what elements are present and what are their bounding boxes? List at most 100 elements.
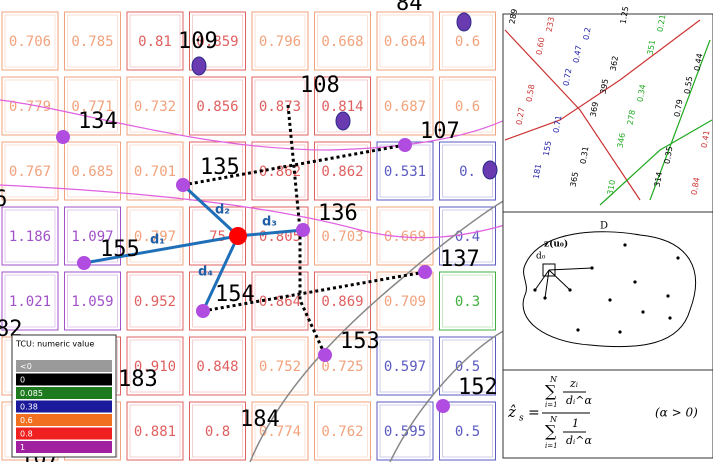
legend-label: 0.8 <box>20 430 33 439</box>
cell-value: 1.186 <box>9 229 51 245</box>
cell-value: 0.6 <box>455 99 480 115</box>
legend-title: TCU: numeric value <box>15 340 94 349</box>
sample-point <box>641 310 644 313</box>
cell-value: 0.597 <box>384 359 426 375</box>
station-label: 136 <box>318 201 358 226</box>
distance-label: d₄ <box>198 265 213 280</box>
cell-value: 0.3 <box>455 294 480 310</box>
cell-value: 0.709 <box>384 294 426 310</box>
sum-symbol: ∑ <box>545 422 557 441</box>
cell-value: 1.059 <box>71 294 113 310</box>
cell-value: 0.701 <box>134 164 176 180</box>
station-dot <box>192 57 206 75</box>
cell-value: 0.873 <box>259 99 301 115</box>
cell-value: 0.664 <box>384 34 426 50</box>
cell-value: 0.796 <box>259 34 301 50</box>
distance-label: d₁ <box>150 233 165 248</box>
cell-value: 0.952 <box>134 294 176 310</box>
legend-label: 0 <box>20 376 25 385</box>
denominator: dᵢ^α <box>566 394 592 407</box>
figure: 0.7060.7850.810.8590.7960.6680.6640.60.7… <box>0 0 713 462</box>
station-dot <box>436 399 450 413</box>
sample-point <box>666 294 669 297</box>
cell-value: 0.767 <box>9 164 51 180</box>
unit-numerator: 1 <box>572 417 579 430</box>
station-dot <box>176 178 190 192</box>
station-dot <box>418 265 432 279</box>
cell-value: 0.531 <box>384 164 426 180</box>
station-dot <box>296 223 310 237</box>
station-dot <box>457 13 471 31</box>
cell-value: 0.706 <box>9 34 51 50</box>
cell-value: 0.762 <box>321 424 363 440</box>
cell-value: 0.779 <box>9 99 51 115</box>
distance-label: d₀ <box>536 252 546 262</box>
station-label: 108 <box>300 73 340 98</box>
cell-value: 75 <box>209 229 226 245</box>
cell-value: 0. <box>459 164 476 180</box>
cell-value: 0.881 <box>134 424 176 440</box>
sample-point <box>568 288 571 291</box>
station-label: 107 <box>420 119 460 144</box>
sample-point <box>668 316 671 319</box>
station-label: 109 <box>178 29 218 54</box>
sample-point <box>576 328 579 331</box>
distance-label: d₃ <box>262 215 277 230</box>
station-dot <box>196 304 210 318</box>
legend-label: <0 <box>20 362 32 371</box>
cell-value: 0.703 <box>321 229 363 245</box>
sample-point <box>623 243 626 246</box>
station-dot <box>483 161 497 179</box>
legend: TCU: numeric value <0 0 0.085 0.38 0.6 0.8 1 <box>12 335 116 457</box>
station-label: 134 <box>78 109 118 134</box>
cell-value: 0.848 <box>196 359 238 375</box>
inset-map: 2892330.21.250.210.440.600.473623510.550… <box>503 6 713 212</box>
station-label: 137 <box>440 247 480 272</box>
cell-value: 0.862 <box>321 164 363 180</box>
cell-value: 0.668 <box>321 34 363 50</box>
station-label: 152 <box>458 375 498 400</box>
formula: ẑ s = N ∑ i=1 zᵢ dᵢ^α N ∑ i=1 1 dᵢ^α (α … <box>503 370 713 458</box>
sample-point <box>533 288 536 291</box>
sample-point <box>676 256 679 259</box>
cell-value: 0.785 <box>71 34 113 50</box>
cell-value: 0.5 <box>455 424 480 440</box>
formula-equals: = <box>528 405 540 421</box>
station-dot <box>56 130 70 144</box>
sample-point <box>633 280 636 283</box>
cell-value: 0.595 <box>384 424 426 440</box>
station-label: 154 <box>215 282 255 307</box>
target-point <box>229 227 247 245</box>
cell-value: 0.752 <box>259 359 301 375</box>
station-label: 6 <box>0 187 7 212</box>
station-label: 184 <box>240 407 280 432</box>
cell-value: 0.81 <box>138 34 172 50</box>
formula-lhs-sub: s <box>519 414 524 424</box>
station-label: 84 <box>396 0 423 16</box>
cell-value: 0.8 <box>205 424 230 440</box>
station-dot <box>318 348 332 362</box>
idw-diagram: D z(u₀) d₀ <box>503 212 713 370</box>
numerator: zᵢ <box>569 377 578 390</box>
legend-label: 0.085 <box>20 389 43 398</box>
legend-label: 0.6 <box>20 416 33 425</box>
station-label: 153 <box>340 329 380 354</box>
cell-value: 0.685 <box>71 164 113 180</box>
station-dot <box>77 256 91 270</box>
station-dot <box>398 138 412 152</box>
point-label: z(u₀) <box>544 239 568 250</box>
legend-label: 1 <box>20 443 25 452</box>
cell-value: 0.687 <box>384 99 426 115</box>
sum-bottom: i=1 <box>545 442 558 450</box>
sample-point <box>608 298 611 301</box>
cell-value: 0.6 <box>455 34 480 50</box>
station-label: 135 <box>200 155 240 180</box>
sample-point <box>618 330 621 333</box>
legend-swatch <box>16 441 112 453</box>
station-label: 183 <box>118 367 158 392</box>
legend-label: 0.38 <box>20 403 38 412</box>
station-dot <box>336 112 350 130</box>
distance-label: d₂ <box>215 203 230 218</box>
legend-swatch <box>16 374 112 386</box>
formula-lhs: ẑ <box>507 403 516 421</box>
